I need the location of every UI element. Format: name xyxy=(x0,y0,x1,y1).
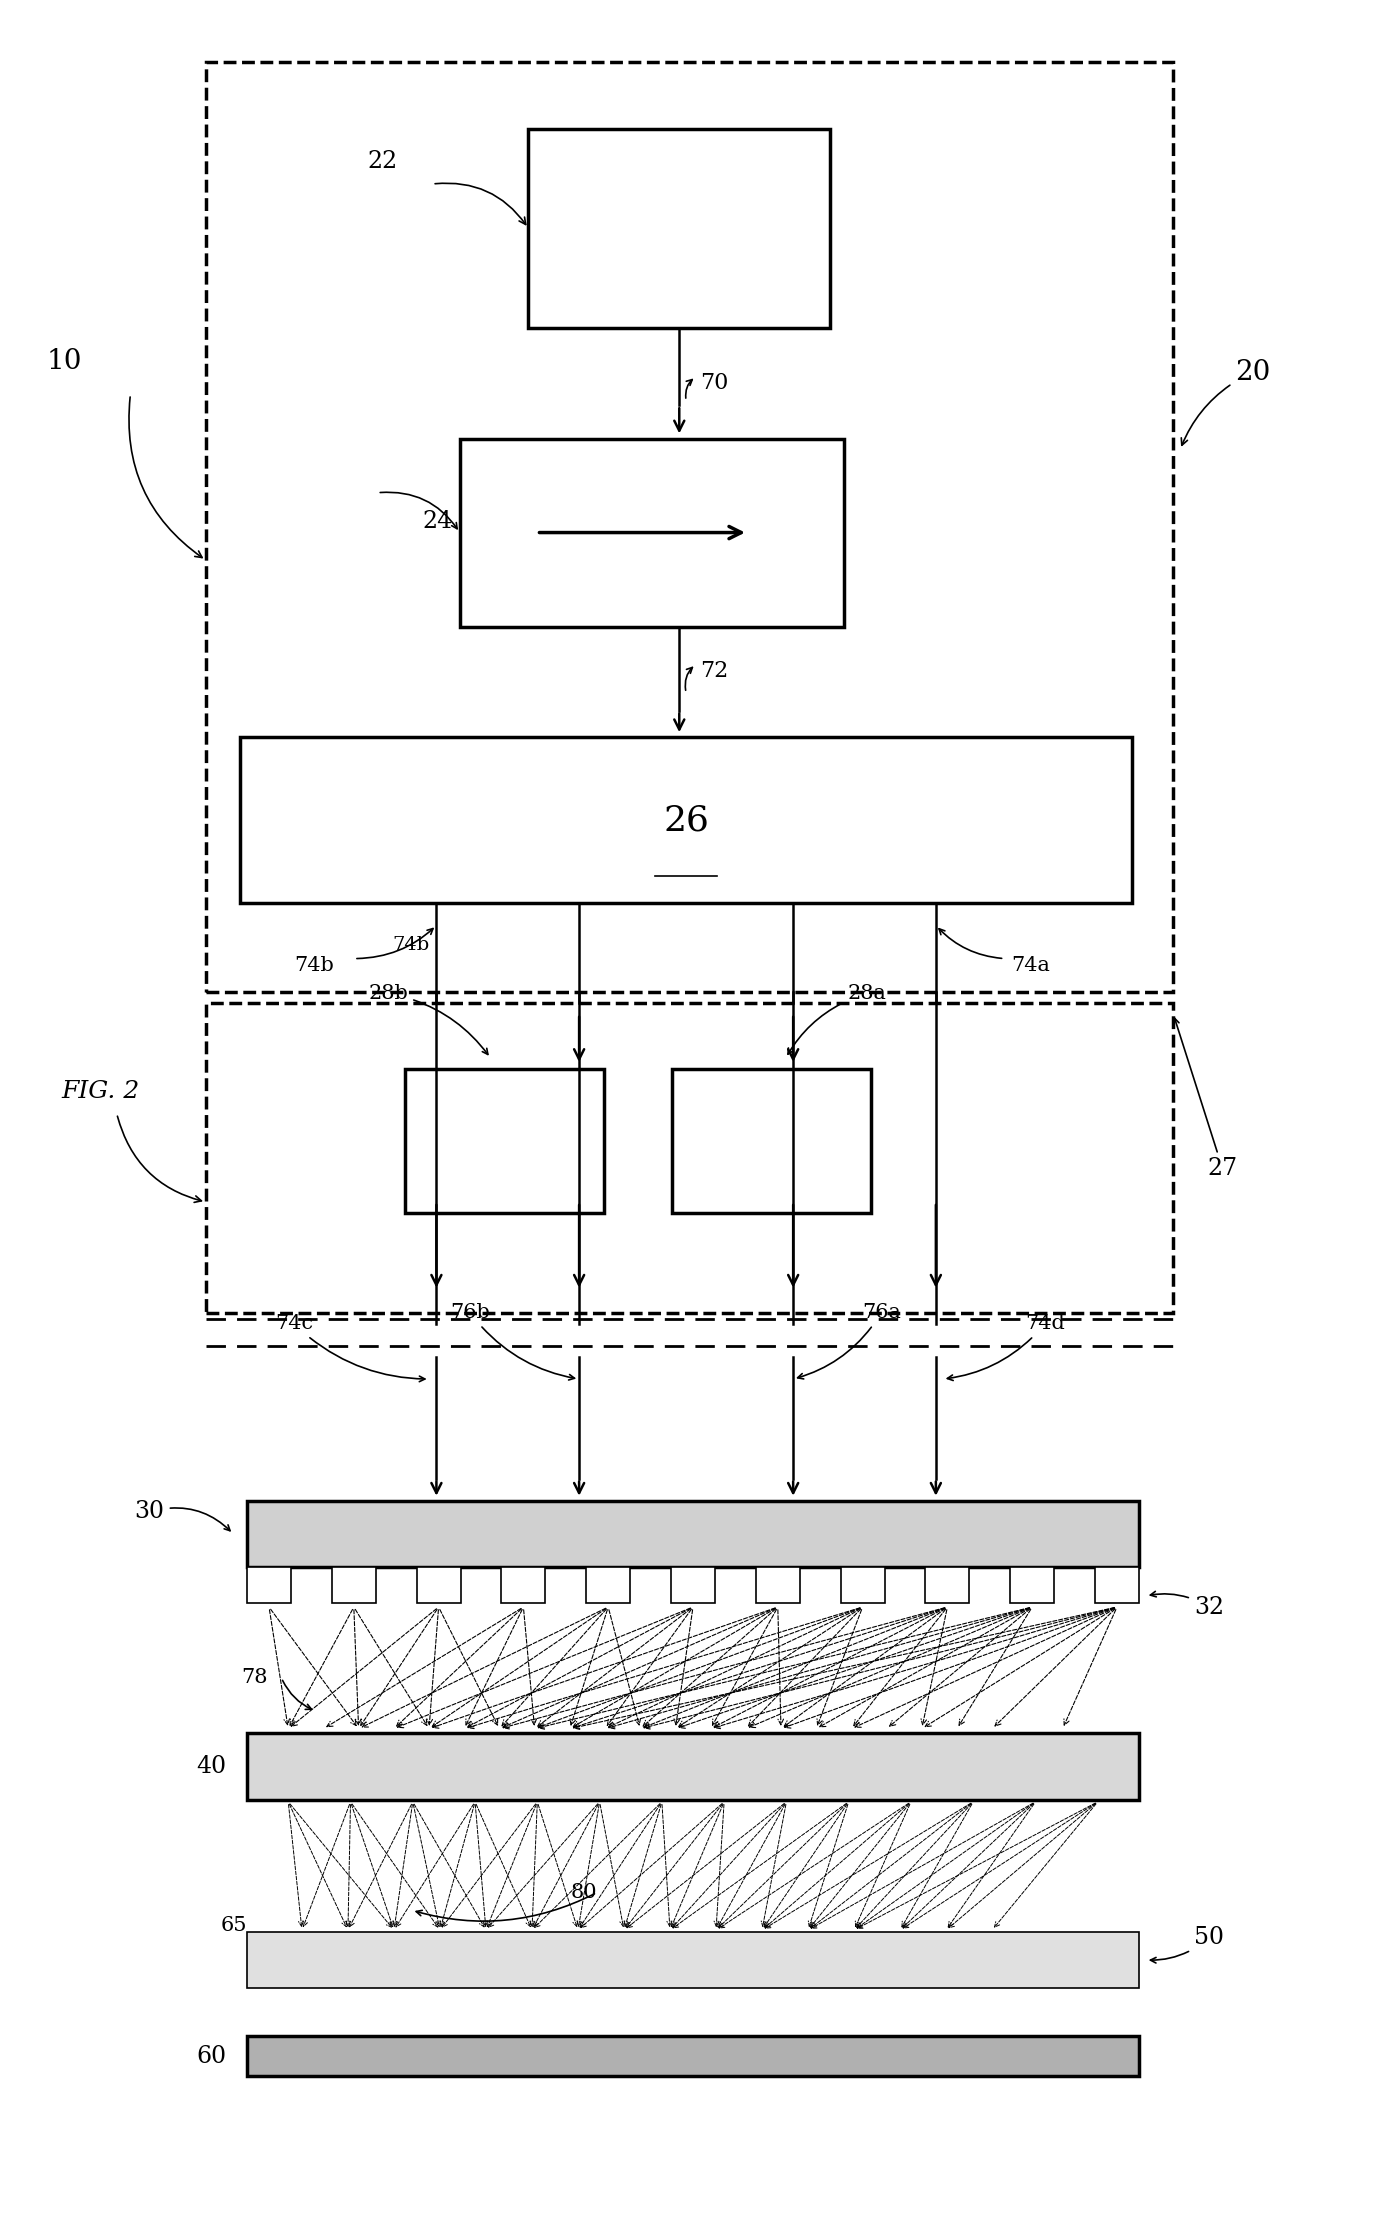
Bar xyxy=(1010,1568,1055,1603)
Bar xyxy=(586,1568,631,1603)
Text: 10: 10 xyxy=(47,347,82,374)
Bar xyxy=(1095,1568,1139,1603)
Bar xyxy=(528,129,830,327)
Bar xyxy=(207,62,1173,991)
Text: 27: 27 xyxy=(1174,1018,1238,1180)
Text: 28b: 28b xyxy=(369,984,488,1053)
Text: 40: 40 xyxy=(197,1755,226,1777)
Text: 26: 26 xyxy=(664,804,710,837)
Text: 74a: 74a xyxy=(1012,955,1051,975)
Bar xyxy=(417,1568,460,1603)
Text: 74b: 74b xyxy=(294,955,334,975)
Text: 78: 78 xyxy=(241,1668,267,1688)
Bar xyxy=(671,1568,715,1603)
Text: 20: 20 xyxy=(1181,359,1271,445)
Text: 32: 32 xyxy=(1150,1592,1224,1619)
Bar xyxy=(672,1069,872,1214)
Text: 70: 70 xyxy=(700,372,728,394)
Text: 74d: 74d xyxy=(947,1314,1064,1381)
Text: 24: 24 xyxy=(423,510,453,532)
Text: FIG. 2: FIG. 2 xyxy=(62,1080,140,1102)
Text: 65: 65 xyxy=(220,1915,247,1935)
Text: 28a: 28a xyxy=(789,984,886,1053)
Text: 74b: 74b xyxy=(392,935,430,955)
Bar xyxy=(331,1568,376,1603)
Text: 72: 72 xyxy=(700,659,728,681)
Bar xyxy=(926,1568,969,1603)
Bar xyxy=(460,439,844,626)
Bar xyxy=(405,1069,604,1214)
Text: 76a: 76a xyxy=(797,1303,901,1379)
Text: 76b: 76b xyxy=(450,1303,575,1381)
Text: 80: 80 xyxy=(570,1884,597,1902)
Bar xyxy=(207,1002,1173,1312)
Bar xyxy=(247,1933,1139,1989)
Text: 60: 60 xyxy=(197,2044,226,2069)
Bar xyxy=(247,1501,1139,1568)
Text: 74c: 74c xyxy=(274,1314,426,1381)
Bar xyxy=(841,1568,884,1603)
Text: 50: 50 xyxy=(1150,1926,1224,1962)
Bar xyxy=(247,2035,1139,2076)
Text: 30: 30 xyxy=(134,1501,230,1530)
Bar xyxy=(755,1568,800,1603)
Bar xyxy=(247,1733,1139,1799)
Bar xyxy=(247,1568,291,1603)
Bar xyxy=(240,737,1132,904)
Bar xyxy=(502,1568,545,1603)
Text: 22: 22 xyxy=(367,151,398,174)
